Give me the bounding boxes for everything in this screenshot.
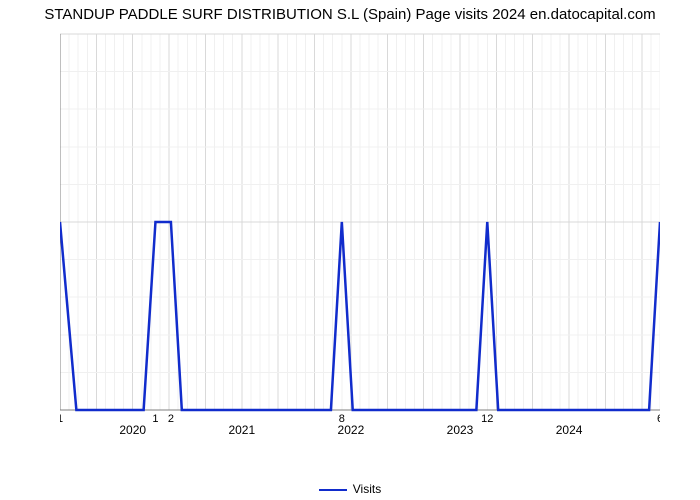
- svg-text:8: 8: [339, 413, 345, 425]
- svg-text:2020: 2020: [119, 423, 146, 437]
- svg-text:2021: 2021: [228, 423, 255, 437]
- svg-text:12: 12: [481, 413, 493, 425]
- svg-text:1: 1: [152, 413, 158, 425]
- legend-swatch-visits: [319, 489, 347, 491]
- svg-text:6: 6: [657, 413, 660, 425]
- svg-text:1: 1: [60, 413, 63, 425]
- svg-text:2024: 2024: [556, 423, 583, 437]
- svg-text:2022: 2022: [338, 423, 365, 437]
- svg-text:2023: 2023: [447, 423, 474, 437]
- legend-label: Visits: [353, 482, 381, 496]
- chart-plot-area: 012202020212022202320241128126: [60, 30, 660, 440]
- svg-text:2: 2: [168, 413, 174, 425]
- chart-legend: Visits: [0, 482, 700, 496]
- chart-svg: 012202020212022202320241128126: [60, 30, 660, 440]
- chart-title: STANDUP PADDLE SURF DISTRIBUTION S.L (Sp…: [0, 6, 700, 23]
